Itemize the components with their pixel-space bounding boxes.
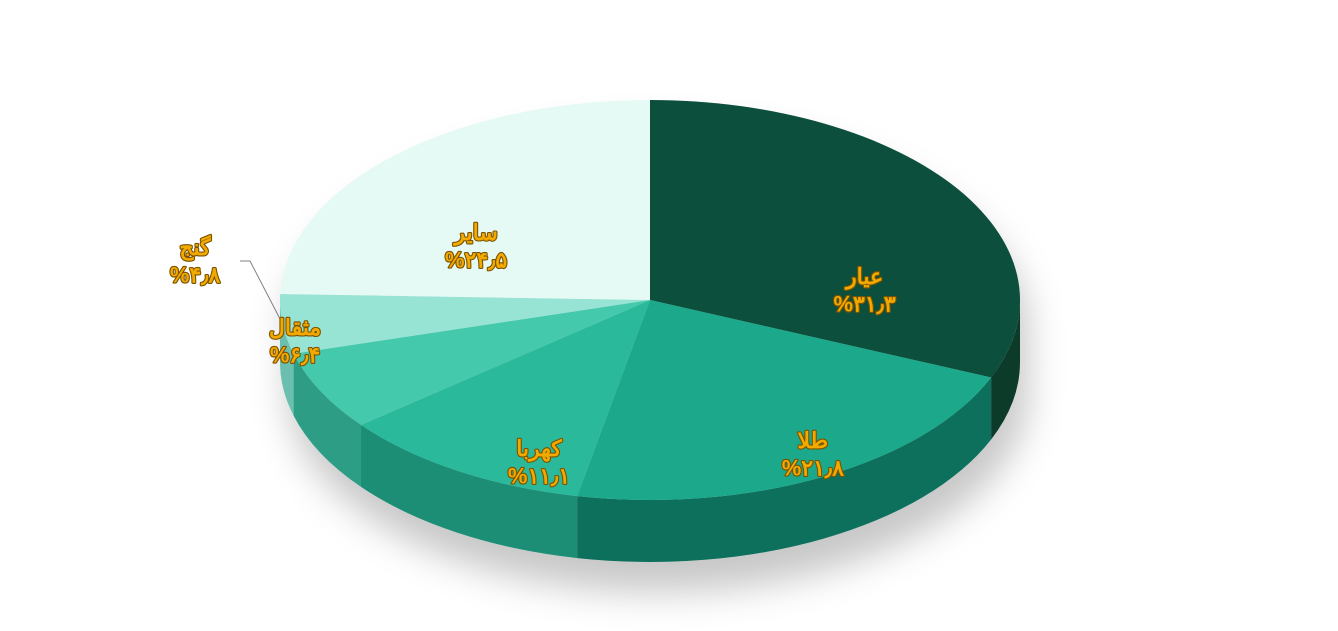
slice-label-percent: %۲۱٫۸: [782, 456, 844, 481]
slice-label-percent: %۴٫۸: [170, 263, 221, 288]
slice-label-name: کهربا: [516, 436, 562, 462]
slice-label-name: گنج: [179, 234, 211, 261]
pie-chart: عیار%۳۱٫۳ طلا %۲۱٫۸ کهربا%۱۱٫۱ مثقال %۶٫۴ گنج%…: [0, 0, 1338, 631]
slice-label-percent: %۱۱٫۱: [508, 464, 570, 489]
pie-chart-svg: عیار%۳۱٫۳ طلا %۲۱٫۸ کهربا%۱۱٫۱ مثقال %۶٫۴ گنج%…: [0, 0, 1338, 631]
slice-label-name: مثقال: [269, 315, 321, 340]
slice-label-percent: %۳۱٫۳: [834, 292, 896, 317]
slice-label-name: عیار: [844, 264, 883, 290]
slice-label-name: طلا: [797, 428, 828, 453]
slice-label-name: سایر: [452, 220, 497, 246]
slice-label-percent: %۲۴٫۵: [445, 248, 507, 273]
slice-label: گنج%۴٫۸: [170, 234, 221, 288]
slice-label-percent: %۶٫۴: [270, 343, 320, 368]
